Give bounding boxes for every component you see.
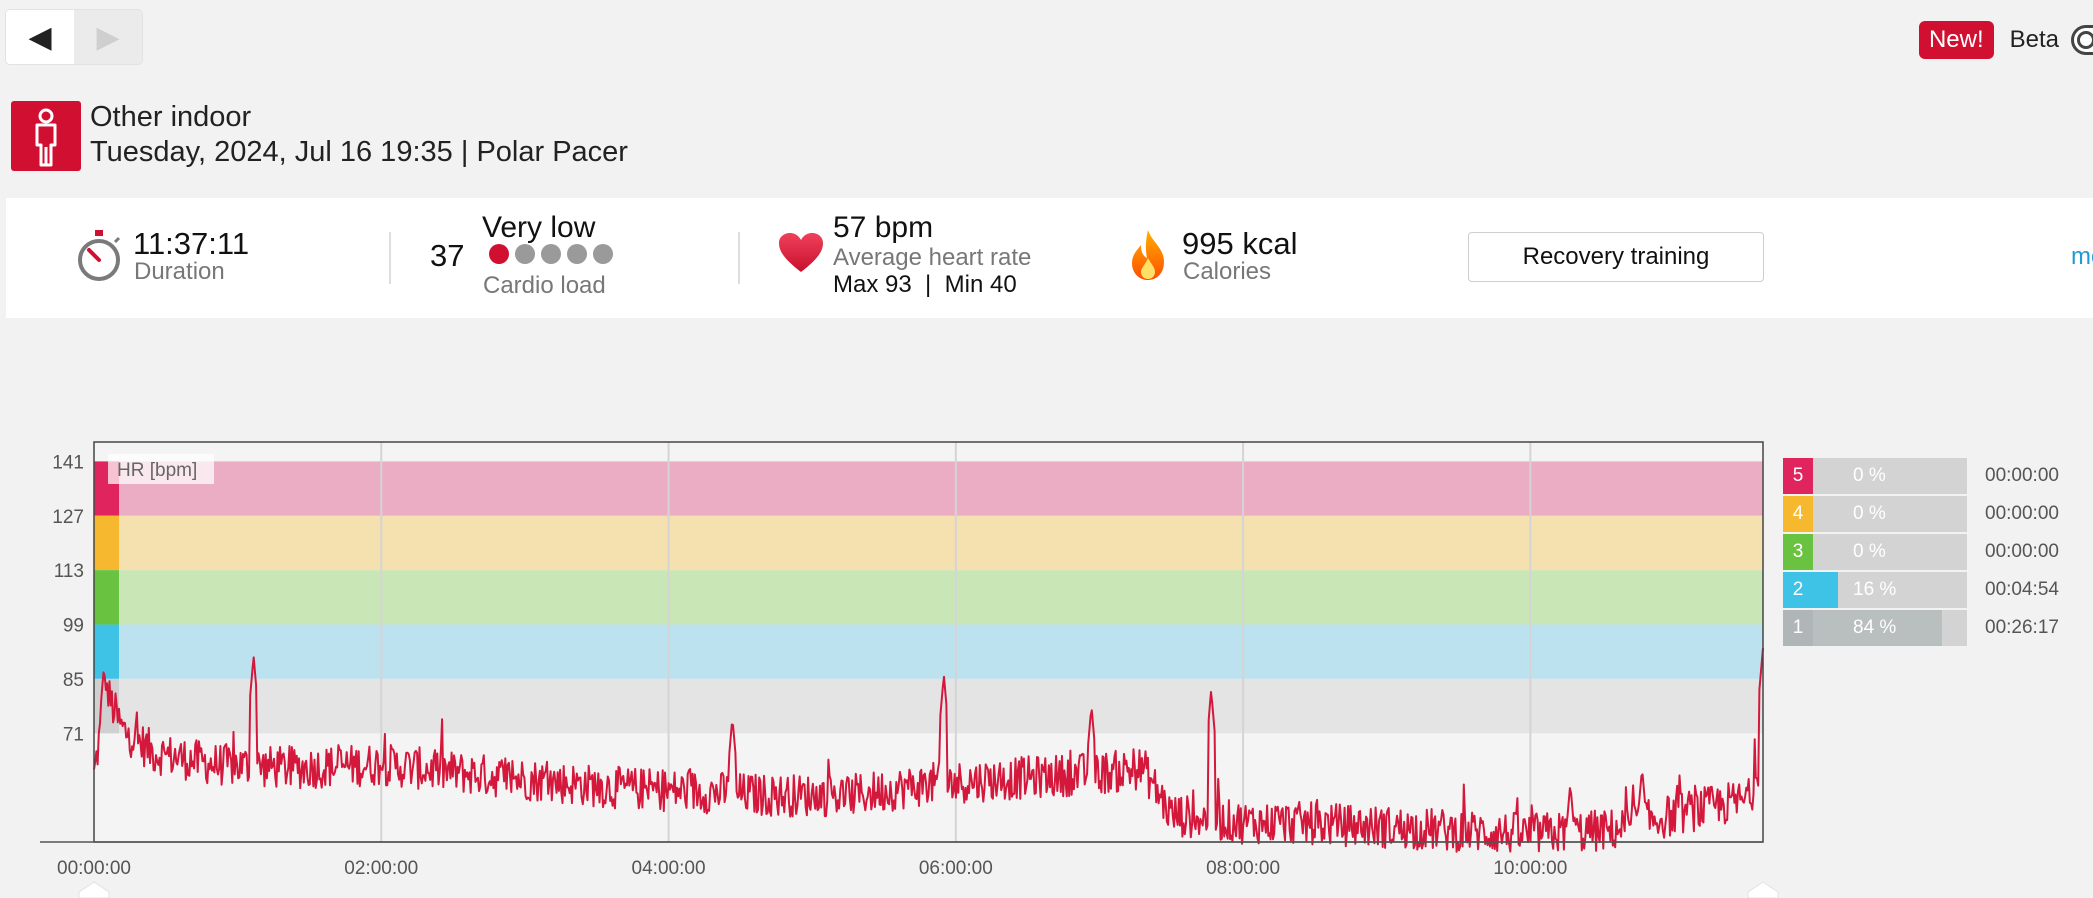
hr-series-line <box>93 647 1764 853</box>
calories-label: Calories <box>1183 258 1272 285</box>
cardio-load-dot <box>541 244 561 264</box>
x-tick-label: 08:00:00 <box>1206 858 1280 879</box>
zone-number: 2 <box>1783 572 1813 608</box>
beta-toggle[interactable] <box>2071 25 2093 55</box>
beta-switch-area: New! Beta <box>1918 20 2093 60</box>
zone-percent: 16 % <box>1853 579 1897 600</box>
new-badge: New! <box>1918 21 1994 59</box>
zone-bar: 0 % <box>1813 534 1967 570</box>
zone-time-3: 00:00:00 <box>1985 541 2059 562</box>
y-axis-label-box <box>108 454 214 484</box>
sport-name: Other indoor <box>90 101 252 133</box>
range-handle-left <box>78 881 110 898</box>
average-hr-label: Average heart rate <box>833 244 1032 271</box>
y-tick-label: 99 <box>63 616 84 637</box>
y-tick-label: 127 <box>52 507 84 528</box>
x-tick-label: 10:00:00 <box>1493 858 1567 879</box>
average-hr-value: 57 bpm <box>833 211 934 244</box>
zone-row-1: 1 84 % <box>1783 610 1967 646</box>
zone-bar-fill <box>1813 610 1943 646</box>
zone-number: 3 <box>1783 534 1813 570</box>
zone-band-1 <box>94 678 1763 734</box>
session-separator: | <box>460 136 469 168</box>
cardio-load-dot <box>567 244 587 264</box>
hr-max-min: Max 93 | Min 40 <box>833 271 1017 299</box>
zone-band-2 <box>94 624 1763 679</box>
zone-band-3 <box>94 570 1763 625</box>
cardio-load-dot <box>515 244 535 264</box>
x-tick-label: 00:00:00 <box>57 858 131 879</box>
session-datetime: Tuesday, 2024, Jul 16 19:35 <box>90 136 453 168</box>
y-tick-label: 71 <box>63 724 84 745</box>
cardio-load-dot <box>593 244 613 264</box>
zone-row-2: 2 16 % <box>1783 572 1967 608</box>
hr-min: Min 40 <box>944 271 1017 298</box>
hr-max: Max 93 <box>833 271 912 298</box>
session-info: Tuesday, 2024, Jul 16 19:35 | Polar Pace… <box>90 136 628 169</box>
forward-button[interactable]: ▶ <box>74 10 142 64</box>
training-type-button[interactable]: Recovery training <box>1468 232 1764 282</box>
calories-value: 995 kcal <box>1182 226 1298 261</box>
beta-label: Beta <box>2009 26 2059 53</box>
x-tick-label: 06:00:00 <box>919 858 993 879</box>
zone-time-2: 00:04:54 <box>1985 579 2059 600</box>
zone-band-4 <box>94 515 1763 571</box>
zone-bar: 0 % <box>1813 496 1967 532</box>
duration-value: 11:37:11 <box>133 226 250 261</box>
person-standing-icon <box>11 101 81 171</box>
zone-strip-3 <box>94 570 119 625</box>
zone-percent: 0 % <box>1853 541 1886 562</box>
zone-row-3: 3 0 % <box>1783 534 1967 570</box>
zone-time-5: 00:00:00 <box>1985 465 2059 486</box>
zone-band-5 <box>94 461 1763 516</box>
cardio-load-dot <box>489 244 509 264</box>
zone-time-4: 00:00:00 <box>1985 503 2059 524</box>
divider <box>389 232 391 284</box>
history-navigation: ◀ ▶ <box>6 10 142 64</box>
y-tick-label: 141 <box>52 452 84 473</box>
zone-row-4: 4 0 % <box>1783 496 1967 532</box>
cardio-load-score: 37 <box>430 238 465 273</box>
range-handle-right <box>1747 881 1779 898</box>
zone-strip-4 <box>94 515 119 571</box>
zone-number: 4 <box>1783 496 1813 532</box>
heart-icon <box>779 233 823 272</box>
zone-percent: 0 % <box>1853 465 1886 486</box>
summary-panel: 11:37:11 Duration 37 Very low Cardio loa… <box>6 198 2093 318</box>
zone-percent: 84 % <box>1853 617 1897 638</box>
hr-separator: | <box>925 271 932 298</box>
y-tick-label: 85 <box>63 670 84 691</box>
zone-time-1: 00:26:17 <box>1985 617 2059 638</box>
zone-bar: 84 % <box>1813 610 1967 646</box>
x-tick-label: 04:00:00 <box>632 858 706 879</box>
zone-bar-fill <box>1813 572 1838 608</box>
zone-bar: 0 % <box>1813 458 1967 494</box>
more-link[interactable]: more <box>2071 243 2093 270</box>
stopwatch-icon <box>78 230 121 281</box>
zone-bar: 16 % <box>1813 572 1967 608</box>
cardio-load-label: Cardio load <box>483 272 606 299</box>
cardio-load-level: Very low <box>482 211 596 244</box>
y-tick-label: 113 <box>54 561 84 582</box>
zone-row-5: 5 0 % <box>1783 458 1967 494</box>
back-button[interactable]: ◀ <box>6 10 74 64</box>
duration-label: Duration <box>134 258 225 285</box>
device-name: Polar Pacer <box>476 136 628 168</box>
heart-rate-chart: 71 85 99 113 127 141 00:00:00 02:00:00 04:00:00 0… <box>40 441 1779 898</box>
y-axis-label: HR [bpm] <box>117 460 197 481</box>
zone-number: 1 <box>1783 610 1813 646</box>
divider <box>738 232 740 284</box>
zone-number: 5 <box>1783 458 1813 494</box>
zone-percent: 0 % <box>1853 503 1886 524</box>
zone-strip-2 <box>94 624 119 679</box>
flame-icon <box>1132 230 1164 280</box>
x-tick-label: 02:00:00 <box>344 858 418 879</box>
